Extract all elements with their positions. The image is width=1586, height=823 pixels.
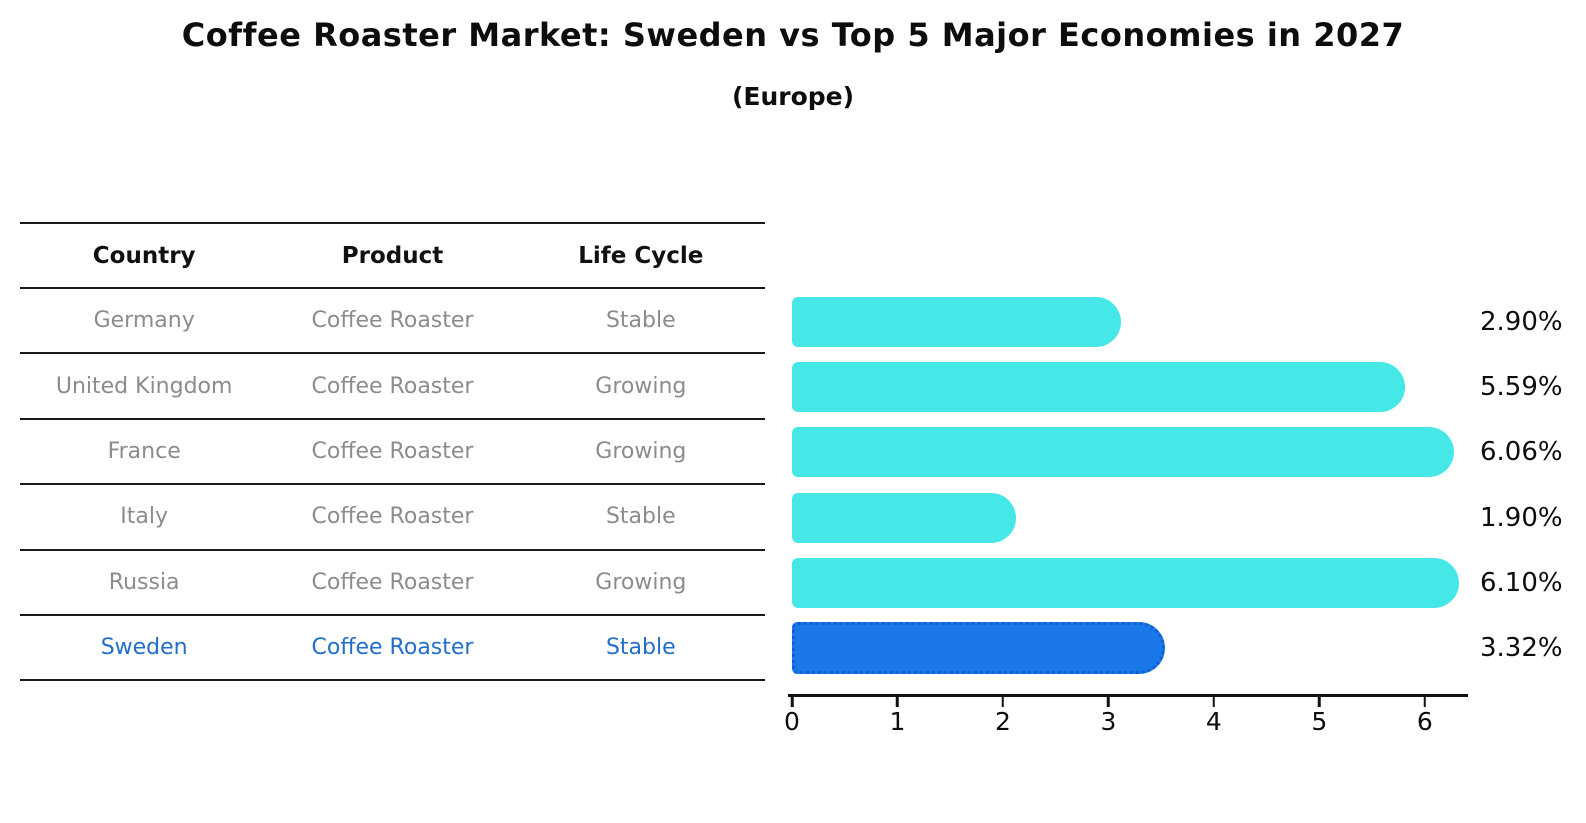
cell-life-cycle: Growing xyxy=(595,438,687,464)
x-axis-tick-label: 5 xyxy=(1311,707,1328,736)
x-axis-tick xyxy=(1212,696,1216,707)
x-axis-tick-label: 6 xyxy=(1416,707,1433,736)
bar-row xyxy=(792,420,1467,485)
cell-country: Germany xyxy=(93,308,195,334)
bar-row xyxy=(792,354,1467,419)
x-axis-tick xyxy=(1001,696,1005,707)
bar-germany xyxy=(792,296,1122,347)
header-cell-country: Country xyxy=(92,242,196,269)
bar-row xyxy=(792,485,1467,550)
cell-product: Coffee Roaster xyxy=(311,438,474,464)
cell-life-cycle: Stable xyxy=(605,635,676,661)
cell-country: United Kingdom xyxy=(55,373,233,399)
table-row: Russia Coffee Roaster Growing xyxy=(20,551,765,616)
x-axis-tick xyxy=(1318,696,1321,707)
table-row: Italy Coffee Roaster Stable xyxy=(20,485,765,551)
bar-value-label: 1.90% xyxy=(1480,502,1563,533)
x-axis-tick-label: 2 xyxy=(994,707,1011,736)
cell-life-cycle: Growing xyxy=(595,373,687,399)
x-axis-line xyxy=(788,694,1468,697)
cell-product: Coffee Roaster xyxy=(311,373,474,399)
cell-life-cycle: Growing xyxy=(595,569,687,595)
cell-country: Sweden xyxy=(100,635,188,661)
bar-row xyxy=(792,550,1467,615)
table-row-sweden: Sweden Coffee Roaster Stable xyxy=(20,616,765,682)
bar-value-label: 3.32% xyxy=(1480,633,1563,664)
table-row: Germany Coffee Roaster Stable xyxy=(20,289,765,355)
header-cell-product: Product xyxy=(341,242,444,269)
bar-russia xyxy=(792,557,1459,608)
x-axis-tick-label: 0 xyxy=(784,707,800,736)
cell-country: Italy xyxy=(120,504,169,530)
cell-country: France xyxy=(107,438,181,464)
bar-row xyxy=(792,289,1467,354)
chart-title: Coffee Roaster Market: Sweden vs Top 5 M… xyxy=(181,16,1405,54)
bar-sweden xyxy=(792,622,1166,675)
cell-product: Coffee Roaster xyxy=(311,569,474,595)
x-axis-tick xyxy=(896,696,899,707)
bar-row xyxy=(792,616,1467,681)
x-axis-tick-label: 4 xyxy=(1205,707,1222,736)
cell-life-cycle: Stable xyxy=(605,504,676,530)
country-table: Country Product Life Cycle Germany Coffe… xyxy=(20,222,765,682)
x-axis-tick xyxy=(790,696,794,707)
header-cell-life-cycle: Life Cycle xyxy=(578,242,704,269)
cell-country: Russia xyxy=(108,569,180,595)
bar-value-label: 6.10% xyxy=(1480,567,1563,598)
bar-italy xyxy=(792,492,1016,543)
cell-product: Coffee Roaster xyxy=(311,635,474,661)
cell-life-cycle: Stable xyxy=(605,308,676,334)
x-axis-tick xyxy=(1423,696,1427,707)
bar-united-kingdom xyxy=(792,361,1405,412)
chart-subtitle: (Europe) xyxy=(731,82,855,111)
bar-value-label: 5.59% xyxy=(1480,371,1563,402)
table-header-row: Country Product Life Cycle xyxy=(20,222,765,289)
bar-france xyxy=(792,427,1455,478)
x-axis-tick-label: 3 xyxy=(1100,707,1117,736)
x-axis-tick xyxy=(1107,696,1110,707)
bar-chart xyxy=(792,289,1467,681)
table-row: United Kingdom Coffee Roaster Growing xyxy=(20,354,765,420)
cell-product: Coffee Roaster xyxy=(311,504,474,530)
x-axis-tick-label: 1 xyxy=(889,707,906,736)
bar-value-label: 2.90% xyxy=(1480,306,1563,337)
cell-product: Coffee Roaster xyxy=(311,308,474,334)
table-row: France Coffee Roaster Growing xyxy=(20,420,765,486)
bar-value-label: 6.06% xyxy=(1480,437,1563,468)
